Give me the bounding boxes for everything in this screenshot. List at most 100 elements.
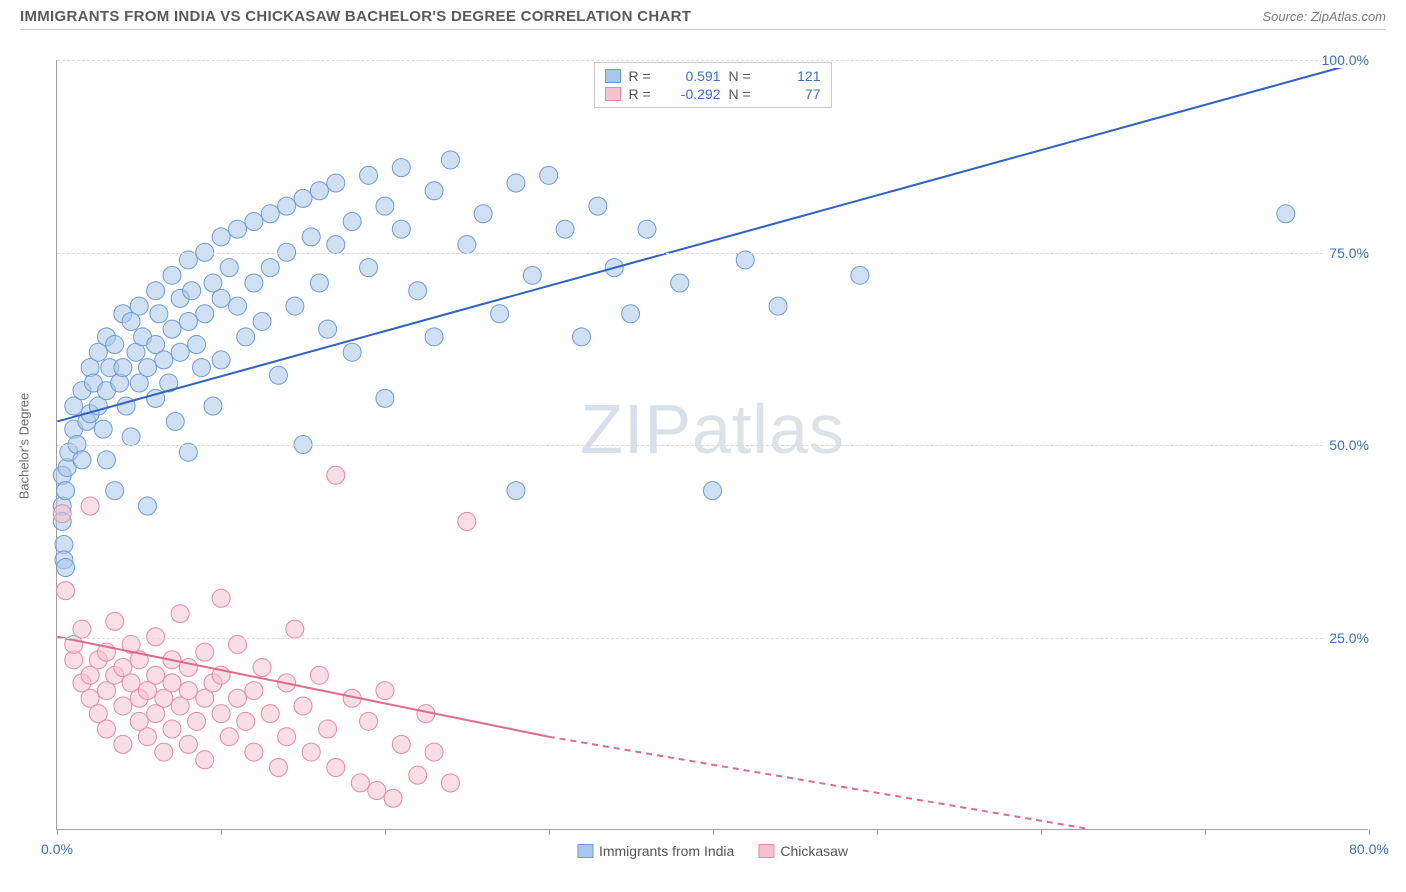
ytick-label: 100.0% [1318,52,1373,68]
legend-label-chickasaw: Chickasaw [780,843,848,859]
data-point [163,320,181,338]
data-point [179,682,197,700]
data-point [81,497,99,515]
data-point [269,758,287,776]
data-point [622,305,640,323]
data-point [212,705,230,723]
data-point [409,766,427,784]
swatch-india [605,69,621,83]
legend-swatch-india [577,844,593,858]
data-point [261,205,279,223]
data-point [736,251,754,269]
data-point [245,274,263,292]
data-point [114,359,132,377]
data-point [261,259,279,277]
data-point [188,336,206,354]
stats-row-india: R = 0.591 N = 121 [605,67,821,85]
data-point [351,774,369,792]
swatch-chickasaw [605,87,621,101]
data-point [540,166,558,184]
data-point [269,366,287,384]
data-point [441,151,459,169]
data-point [392,220,410,238]
xtick-mark [1041,829,1042,835]
trend-line [57,60,1367,421]
data-point [155,743,173,761]
data-point [196,305,214,323]
data-point [171,605,189,623]
data-point [253,659,271,677]
data-point [212,228,230,246]
data-point [212,289,230,307]
xtick-mark [713,829,714,835]
ytick-label: 75.0% [1325,245,1373,261]
data-point [851,266,869,284]
data-point [425,328,443,346]
trend-line [549,737,1089,829]
data-point [147,282,165,300]
data-point [671,274,689,292]
data-point [163,266,181,284]
data-point [188,712,206,730]
data-point [392,735,410,753]
legend-label-india: Immigrants from India [599,843,734,859]
xtick-mark [1369,829,1370,835]
data-point [229,220,247,238]
data-point [138,359,156,377]
chart-header: IMMIGRANTS FROM INDIA VS CHICKASAW BACHE… [0,0,1406,29]
stats-chickasaw-r: -0.292 [667,86,721,102]
data-point [155,351,173,369]
data-point [310,274,328,292]
data-point [57,559,75,577]
data-point [327,236,345,254]
data-point [343,213,361,231]
data-point [327,758,345,776]
data-point [94,420,112,438]
data-point [458,512,476,530]
stats-row-chickasaw: R = -0.292 N = 77 [605,85,821,103]
data-point [253,312,271,330]
data-point [97,720,115,738]
data-point [196,751,214,769]
data-point [237,328,255,346]
data-point [171,343,189,361]
data-point [212,351,230,369]
data-point [368,782,386,800]
data-point [376,389,394,407]
xtick-mark [385,829,386,835]
legend-item-india: Immigrants from India [577,843,734,859]
data-point [204,397,222,415]
gridline [57,253,1368,254]
data-point [327,466,345,484]
data-point [589,197,607,215]
data-point [183,282,201,300]
data-point [220,259,238,277]
data-point [138,728,156,746]
xtick-mark [1205,829,1206,835]
data-point [384,789,402,807]
data-point [261,705,279,723]
data-point [111,374,129,392]
data-point [212,589,230,607]
xtick-label: 80.0% [1349,841,1389,857]
data-point [286,297,304,315]
data-point [179,312,197,330]
xtick-mark [877,829,878,835]
data-point [302,743,320,761]
xtick-mark [221,829,222,835]
title-underline [20,29,1386,30]
data-point [302,228,320,246]
chart-source: Source: ZipAtlas.com [1262,9,1386,24]
data-point [179,251,197,269]
data-point [392,159,410,177]
chart-plot-area: ZIPatlas R = 0.591 N = 121 R = -0.292 N … [56,60,1368,830]
data-point [245,682,263,700]
data-point [57,582,75,600]
data-point [310,666,328,684]
data-point [220,728,238,746]
gridline [57,60,1368,61]
stats-india-r: 0.591 [667,68,721,84]
data-point [491,305,509,323]
ytick-label: 50.0% [1325,437,1373,453]
stats-chickasaw-n: 77 [767,86,821,102]
